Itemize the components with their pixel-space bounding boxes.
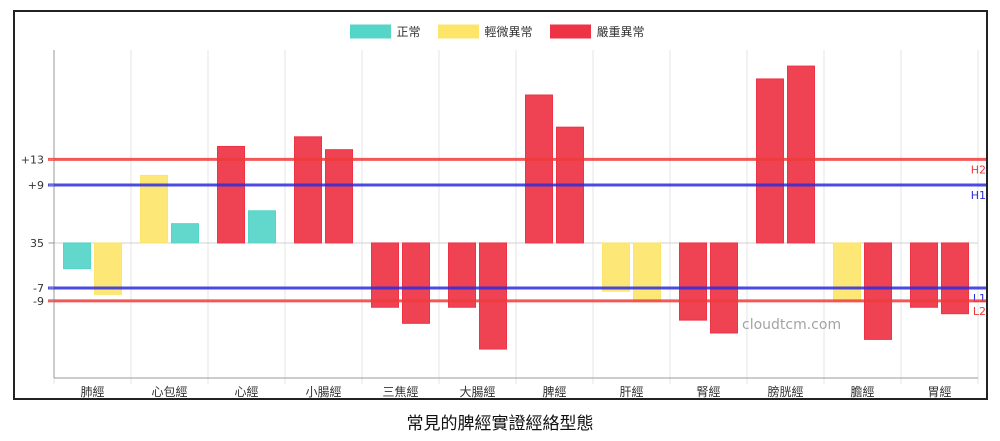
bar-7-1 xyxy=(525,94,553,244)
watermark-text: cloudtcm.com xyxy=(742,317,841,333)
legend-label: 輕微異常 xyxy=(485,25,533,39)
y-tick-label: -9 xyxy=(33,295,44,308)
legend-swatch xyxy=(550,24,591,39)
y-tick-label: -7 xyxy=(33,282,44,295)
x-tick-label: 心經 xyxy=(234,385,258,398)
y-tick-label: +9 xyxy=(28,179,44,192)
bar-9-1 xyxy=(679,242,707,321)
bar-11-1 xyxy=(833,242,861,302)
chart-caption: 常見的脾經實證經絡型態 xyxy=(406,414,594,434)
chart-frame: H2 H1 L1 L2 +13 +9 35 -7 -9 肺經 心包經 心經 小腸經 三焦經 大腸經 脾經 肝經 腎… xyxy=(13,10,988,400)
threshold-label-h2: H2 xyxy=(971,163,986,176)
x-tick-label: 心包經 xyxy=(151,385,187,398)
threshold-label-h1: H1 xyxy=(971,189,986,202)
bar-3-2 xyxy=(248,210,276,244)
bar-3-1 xyxy=(217,145,245,244)
bar-2-1 xyxy=(140,174,168,244)
bar-8-2 xyxy=(633,242,661,302)
x-tick-label: 三焦經 xyxy=(382,385,418,398)
legend-label: 嚴重異常 xyxy=(597,25,645,39)
x-tick-label: 肺經 xyxy=(80,385,104,398)
bar-6-1 xyxy=(448,242,476,308)
bar-6-2 xyxy=(479,242,507,350)
x-tick-label: 小腸經 xyxy=(305,385,341,398)
bar-1-2 xyxy=(94,242,122,295)
y-tick-label: 35 xyxy=(30,237,44,250)
legend-swatch xyxy=(350,24,391,39)
bar-10-1 xyxy=(756,78,784,244)
bar-1-1 xyxy=(63,242,91,270)
bar-4-2 xyxy=(325,149,353,244)
x-tick-label: 脾經 xyxy=(542,384,566,398)
bar-12-2 xyxy=(941,242,969,315)
bar-5-1 xyxy=(371,242,399,308)
x-tick-label: 胃經 xyxy=(927,385,951,398)
threshold-label-l2: L2 xyxy=(973,305,986,318)
x-tick-label: 膽經 xyxy=(850,384,874,398)
legend-label: 正常 xyxy=(397,25,421,39)
x-tick-label: 肝經 xyxy=(619,385,643,398)
bar-12-1 xyxy=(910,242,938,308)
bar-8-1 xyxy=(602,242,630,292)
bar-11-2 xyxy=(864,242,892,340)
bar-10-2 xyxy=(787,65,815,244)
legend-swatch xyxy=(438,24,479,39)
x-tick-label: 腎經 xyxy=(696,385,720,398)
bar-5-2 xyxy=(402,242,430,324)
bar-4-1 xyxy=(294,136,322,244)
y-tick-label: +13 xyxy=(21,153,44,166)
threshold-label-l1: L1 xyxy=(973,292,986,305)
x-tick-label: 大腸經 xyxy=(459,385,495,398)
bar-2-2 xyxy=(171,223,199,244)
x-tick-label: 膀胱經 xyxy=(767,384,803,398)
